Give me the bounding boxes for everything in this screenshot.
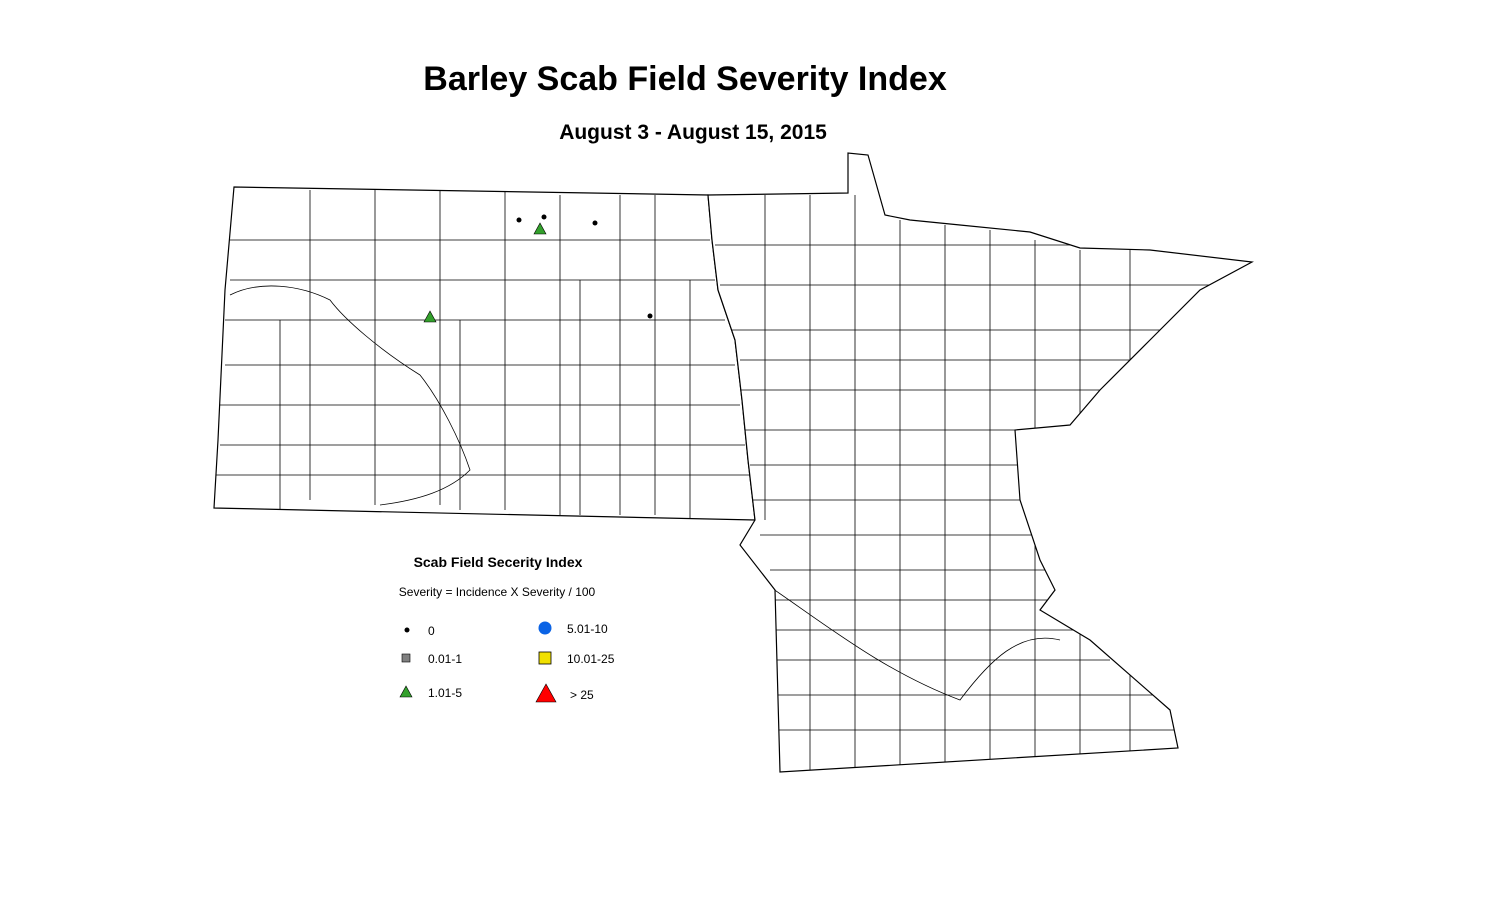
map bbox=[213, 152, 1254, 773]
legend-symbol bbox=[401, 653, 411, 663]
legend-label: 0.01-1 bbox=[428, 652, 462, 666]
observation-point bbox=[647, 313, 653, 319]
legend-symbol bbox=[538, 621, 552, 635]
legend-label: 1.01-5 bbox=[428, 686, 462, 700]
legend-label: 10.01-25 bbox=[567, 652, 615, 666]
observation-point bbox=[423, 310, 437, 323]
observation-point bbox=[533, 222, 547, 235]
legend-note: Severity = Incidence X Severity / 100 bbox=[399, 585, 596, 599]
legend-label: > 25 bbox=[570, 688, 594, 702]
legend-symbol bbox=[404, 627, 410, 633]
observation-point bbox=[592, 220, 598, 226]
observation-point bbox=[541, 214, 547, 220]
legend-symbol bbox=[535, 683, 557, 703]
title: Barley Scab Field Severity Index bbox=[423, 60, 947, 98]
legend-title: Scab Field Secerity Index bbox=[414, 554, 583, 570]
legend-symbol bbox=[399, 685, 413, 698]
subtitle: August 3 - August 15, 2015 bbox=[559, 121, 827, 144]
observation-point bbox=[516, 217, 522, 223]
legend: Scab Field Secerity Index Severity = Inc… bbox=[399, 554, 615, 703]
legend-label: 5.01-10 bbox=[567, 622, 608, 636]
legend-label: 0 bbox=[428, 624, 435, 638]
observations bbox=[423, 214, 653, 323]
legend-symbol bbox=[538, 651, 552, 665]
